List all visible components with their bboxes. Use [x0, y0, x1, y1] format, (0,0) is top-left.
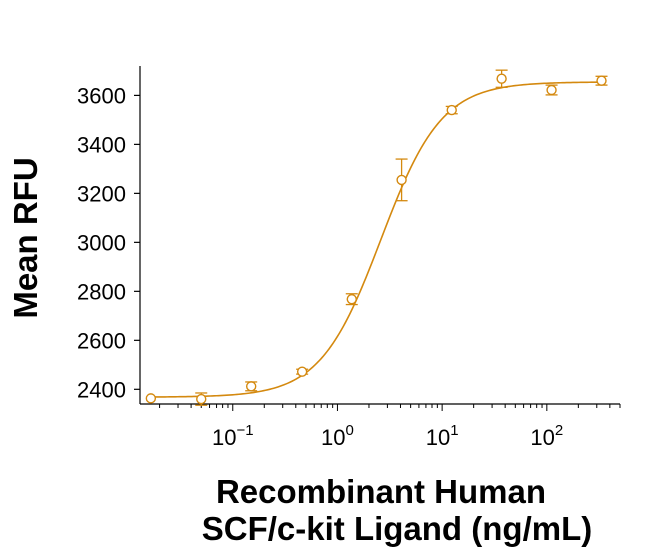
x-tick-label: 102: [530, 422, 563, 450]
x-axis-title-line2: SCF/c-kit Ligand (ng/mL): [202, 510, 592, 547]
y-tick-label: 2800: [77, 279, 126, 304]
data-point: [445, 104, 458, 116]
point-marker: [245, 381, 257, 392]
y-tick-label: 3400: [77, 132, 126, 157]
point-marker: [446, 104, 457, 116]
data-point: [245, 381, 258, 392]
point-marker: [396, 174, 407, 186]
x-tick-label: 10−1: [212, 422, 254, 450]
point-marker: [296, 366, 308, 377]
data-point: [495, 69, 508, 88]
point-marker: [346, 293, 357, 305]
point-marker: [496, 73, 507, 84]
point-marker: [546, 84, 557, 96]
data-point: [345, 293, 358, 306]
data-point: [195, 392, 208, 406]
y-tick-label: 2600: [77, 328, 126, 353]
data-point: [545, 84, 558, 96]
y-ticks: 2400 2600 2800 3000 3200 3400 3600: [77, 83, 140, 402]
x-tick-label: 101: [426, 422, 459, 450]
data-point: [296, 366, 309, 377]
data-point: [145, 393, 157, 404]
point-marker: [596, 75, 607, 86]
point-marker: [145, 393, 157, 404]
y-axis-title: Mean RFU: [7, 157, 44, 318]
point-marker: [196, 393, 207, 405]
x-tick-label: 100: [321, 422, 354, 450]
y-tick-label: 2400: [77, 377, 126, 402]
data-point: [595, 75, 608, 86]
y-tick-label: 3600: [77, 83, 126, 108]
y-tick-label: 3200: [77, 181, 126, 206]
fit-curve: [150, 81, 602, 398]
data-point: [395, 158, 408, 202]
data-points: [145, 69, 608, 406]
axes: [139, 66, 620, 405]
x-ticks: 10−1 100 101 102: [159, 404, 621, 450]
x-axis-title-line1: Recombinant Human: [216, 473, 546, 510]
y-tick-label: 3000: [77, 230, 126, 255]
